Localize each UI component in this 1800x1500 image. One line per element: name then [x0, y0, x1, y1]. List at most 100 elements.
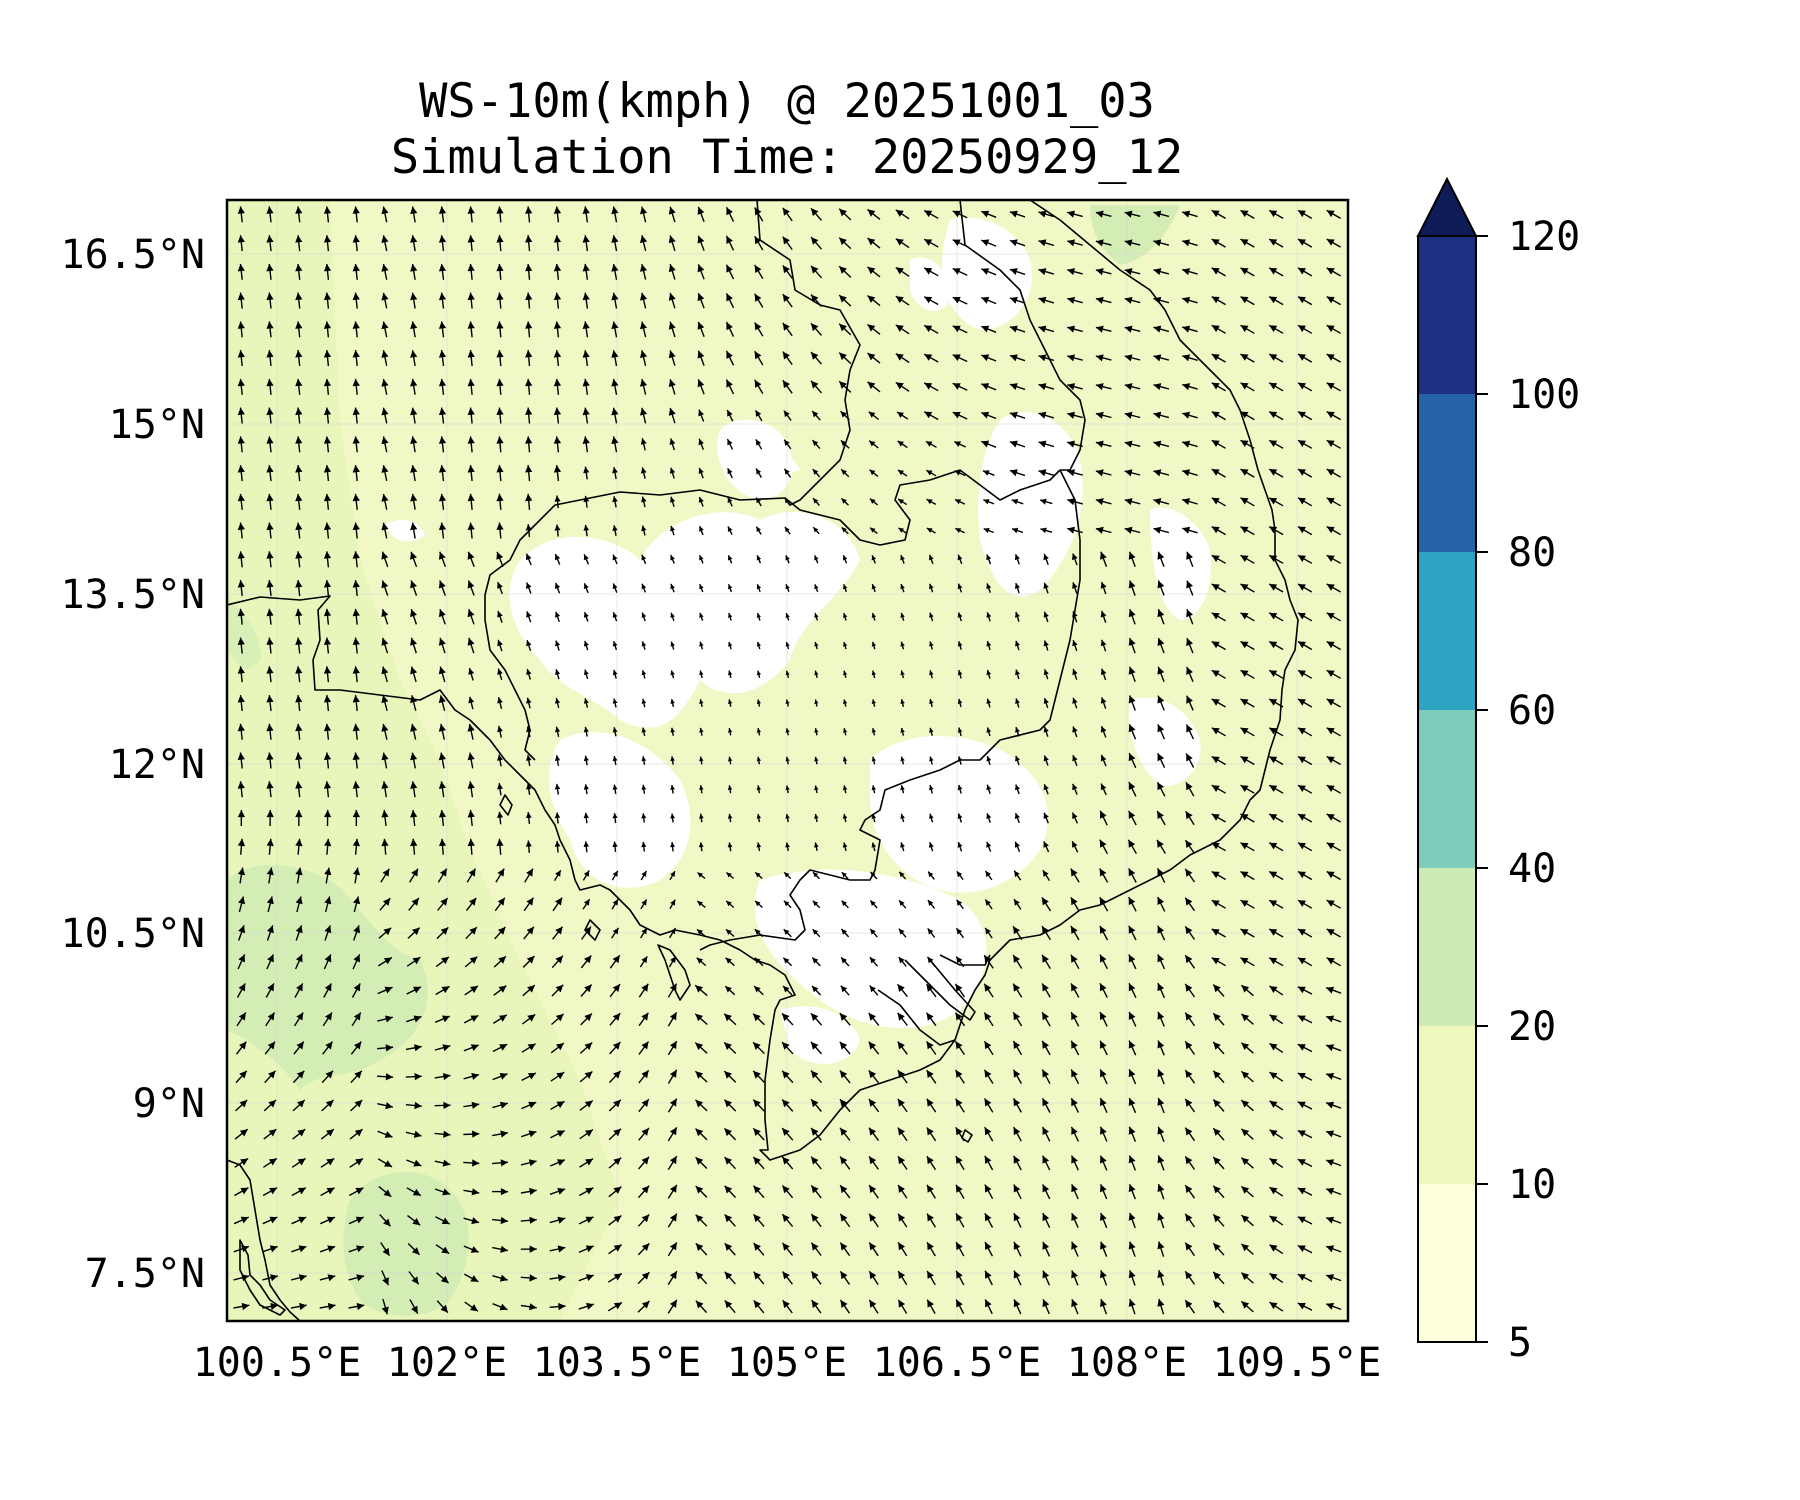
wind-vector-head: [613, 1273, 622, 1281]
wind-vector-head: [496, 206, 504, 214]
wind-vector-head: [297, 1187, 306, 1195]
wind-vector-head: [724, 1214, 733, 1223]
wind-vector-head: [467, 206, 475, 214]
wind-vector-head: [1269, 756, 1278, 764]
wind-vector-head: [352, 781, 360, 789]
wind-vector-head: [584, 1042, 593, 1050]
wind-vector-head: [868, 1041, 876, 1050]
wind-vector-head: [1269, 239, 1278, 246]
wind-vector-head: [352, 608, 360, 617]
wind-vector-head: [1326, 354, 1335, 361]
wind-vector-head: [814, 699, 819, 704]
wind-vector-head: [1186, 580, 1193, 589]
wind-vector-head: [612, 496, 618, 503]
wind-vector-head: [496, 350, 504, 358]
wind-vector-head: [471, 1217, 479, 1225]
wind-vector-head: [352, 263, 360, 272]
wind-vector-head: [727, 555, 733, 561]
wind-vector-head: [467, 551, 475, 560]
wind-vector-head: [696, 957, 703, 964]
wind-vector-head: [239, 1070, 247, 1079]
wind-vector-head: [641, 1041, 649, 1050]
wind-vector-head: [1070, 897, 1078, 906]
wind-vector-head: [1326, 469, 1335, 476]
wind-vector-head: [756, 814, 762, 819]
wind-vector-head: [383, 957, 392, 965]
wind-vector-head: [525, 465, 533, 473]
wind-vector-head: [553, 465, 562, 473]
wind-vector-head: [1185, 1300, 1193, 1308]
wind-vector-head: [669, 438, 676, 445]
wind-vector-head: [1298, 497, 1306, 505]
wind-vector-head: [1014, 813, 1020, 819]
wind-vector-head: [986, 756, 992, 762]
wind-vector-head: [1157, 1270, 1165, 1279]
wind-vector-head: [1240, 957, 1249, 965]
wind-vector-head: [413, 986, 421, 994]
wind-vector-head: [584, 984, 592, 993]
wind-vector-head: [1067, 440, 1075, 448]
wind-vector-head: [354, 1070, 362, 1079]
wind-vector-head: [1326, 785, 1335, 792]
wind-vector-head: [955, 499, 962, 505]
wind-vector-head: [352, 580, 360, 588]
wind-vector-head: [583, 554, 589, 561]
colorbar-frame: [1417, 235, 1477, 1343]
wind-vector-head: [1071, 983, 1078, 992]
wind-vector-head: [412, 927, 420, 936]
wind-vector-head: [697, 293, 705, 302]
wind-vector-head: [1326, 526, 1335, 534]
wind-vector-head: [1013, 926, 1020, 935]
wind-vector-head: [327, 1274, 336, 1282]
wind-vector-head: [1157, 1098, 1165, 1106]
wind-vector-head: [613, 1186, 622, 1194]
border-laos-thailand: [756, 200, 861, 506]
wind-vector-head: [555, 984, 564, 993]
wind-vector-head: [784, 468, 790, 475]
colorbar-bin-100-120: [1418, 236, 1476, 394]
wind-vector-head: [410, 235, 418, 243]
wind-vector-head: [583, 870, 590, 877]
wind-vector-head: [266, 637, 274, 645]
wind-vector-head: [497, 611, 503, 618]
wind-vector-head: [237, 465, 245, 473]
wind-vector-head: [814, 642, 819, 647]
wind-vector-head: [897, 984, 905, 992]
wind-vector-head: [410, 350, 418, 358]
wind-vector-head: [843, 699, 848, 704]
wind-vector-head: [438, 580, 446, 589]
wind-vector-head: [239, 1100, 248, 1108]
wind-vector-head: [410, 436, 418, 444]
wind-vector-head: [842, 555, 848, 561]
wind-vector-head: [1241, 1071, 1250, 1079]
wind-vector-head: [668, 407, 676, 416]
wind-vector-head: [323, 493, 332, 502]
wind-vector-head: [496, 493, 504, 502]
wind-vector-head: [411, 868, 418, 877]
wind-vector-head: [1298, 871, 1306, 879]
wind-vector-head: [869, 469, 876, 476]
wind-vector-head: [613, 1099, 621, 1108]
wind-vector-head: [869, 1299, 877, 1308]
wind-vector-head: [352, 752, 360, 760]
wind-vector-head: [753, 1271, 761, 1280]
wind-vector-head: [612, 841, 618, 848]
wind-vector-head: [496, 551, 504, 560]
wind-vector-head: [1298, 929, 1306, 936]
wind-vector-head: [668, 379, 676, 388]
wind-vector-head: [382, 1277, 389, 1286]
wind-vector-head: [611, 264, 619, 272]
wind-vector-head: [266, 206, 274, 214]
wind-vector-head: [952, 296, 961, 304]
shading-20-40-ne-patch: [1090, 205, 1180, 265]
wind-vector-head: [1297, 1015, 1306, 1022]
wind-vector-head: [237, 810, 245, 818]
wind-vector-head: [1241, 1272, 1250, 1281]
wind-vector-head: [1240, 239, 1249, 246]
wind-vector-head: [753, 1300, 761, 1309]
wind-vector-head: [898, 928, 905, 935]
wind-vector-head: [1269, 670, 1278, 677]
wind-vector-head: [1182, 440, 1191, 448]
colorbar-extend-arrow: [1416, 176, 1478, 237]
wind-vector-head: [841, 872, 847, 878]
